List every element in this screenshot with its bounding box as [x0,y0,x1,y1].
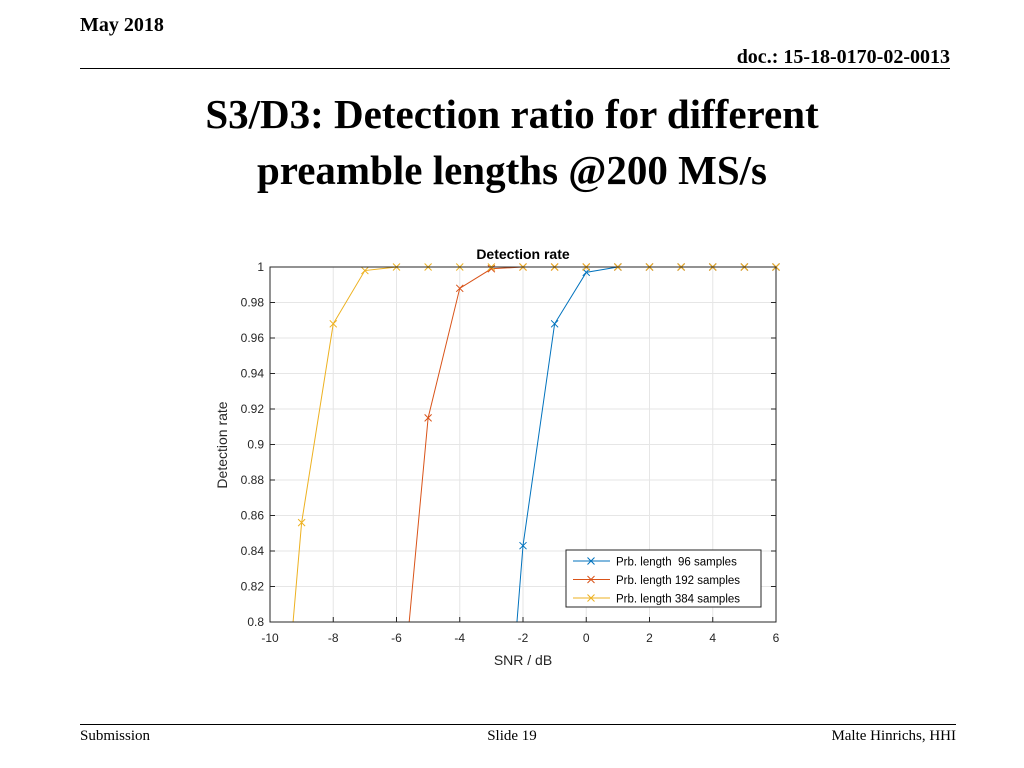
x-tick-label: -8 [328,631,339,645]
chart-title: Detection rate [476,246,570,262]
y-tick-label: 0.9 [247,438,264,452]
legend-marker [587,557,595,565]
data-point-marker [297,518,306,527]
y-tick-label: 0.88 [241,473,265,487]
y-tick-label: 0.94 [241,367,265,381]
y-tick-label: 0.82 [241,580,265,594]
footer-submission: Submission [80,728,151,744]
header-divider [80,68,950,69]
data-point-marker [455,284,464,293]
x-tick-label: 6 [773,631,780,645]
legend: Prb. length 96 samples Prb. length 192 sa… [565,549,762,608]
data-point-marker [519,541,527,550]
data-point-marker [329,319,338,328]
x-tick-label: 4 [709,631,716,645]
data-point-marker [550,319,559,328]
footer-slide-number: Slide 19 [487,728,537,744]
legend-marker [587,594,595,602]
legend-marker [587,575,595,584]
x-tick-label: -2 [518,631,529,645]
legend-label: Prb. length 384 samples [616,594,740,606]
y-tick-label: 0.8 [247,615,264,629]
header-date: May 2018 [80,14,164,36]
x-tick-label: -10 [261,631,279,645]
data-point-marker [424,414,432,422]
y-axis-label: Detection rate [214,401,230,488]
data-point-marker [487,264,496,273]
data-point-marker [361,266,369,275]
legend-label: Prb. length 192 samples [616,575,740,587]
legend-box [565,549,762,608]
y-tick-label: 0.96 [241,331,265,345]
footer-divider [80,724,956,725]
x-tick-label: -4 [454,631,465,645]
y-tick-label: 0.84 [241,544,265,558]
slide-title-line2: preamble lengths @200 MS/s [256,147,768,193]
x-axis-label: SNR / dB [494,652,552,668]
footer-author: Malte Hinrichs, HHI [831,728,956,744]
x-tick-label: -6 [391,631,402,645]
slide-title: S3/D3: Detection ratio for different pre… [0,86,1024,198]
legend-label: Prb. length 96 samples [616,557,737,569]
y-tick-label: 1 [257,260,264,274]
y-tick-label: 0.86 [241,509,265,523]
header-doc-id: doc.: 15-18-0170-02-0013 [736,46,950,68]
x-tick-label: 2 [646,631,653,645]
y-tick-label: 0.98 [241,296,265,310]
y-tick-label: 0.92 [241,402,265,416]
x-tick-label: 0 [583,631,590,645]
slide-title-line1: S3/D3: Detection ratio for different [205,91,819,137]
